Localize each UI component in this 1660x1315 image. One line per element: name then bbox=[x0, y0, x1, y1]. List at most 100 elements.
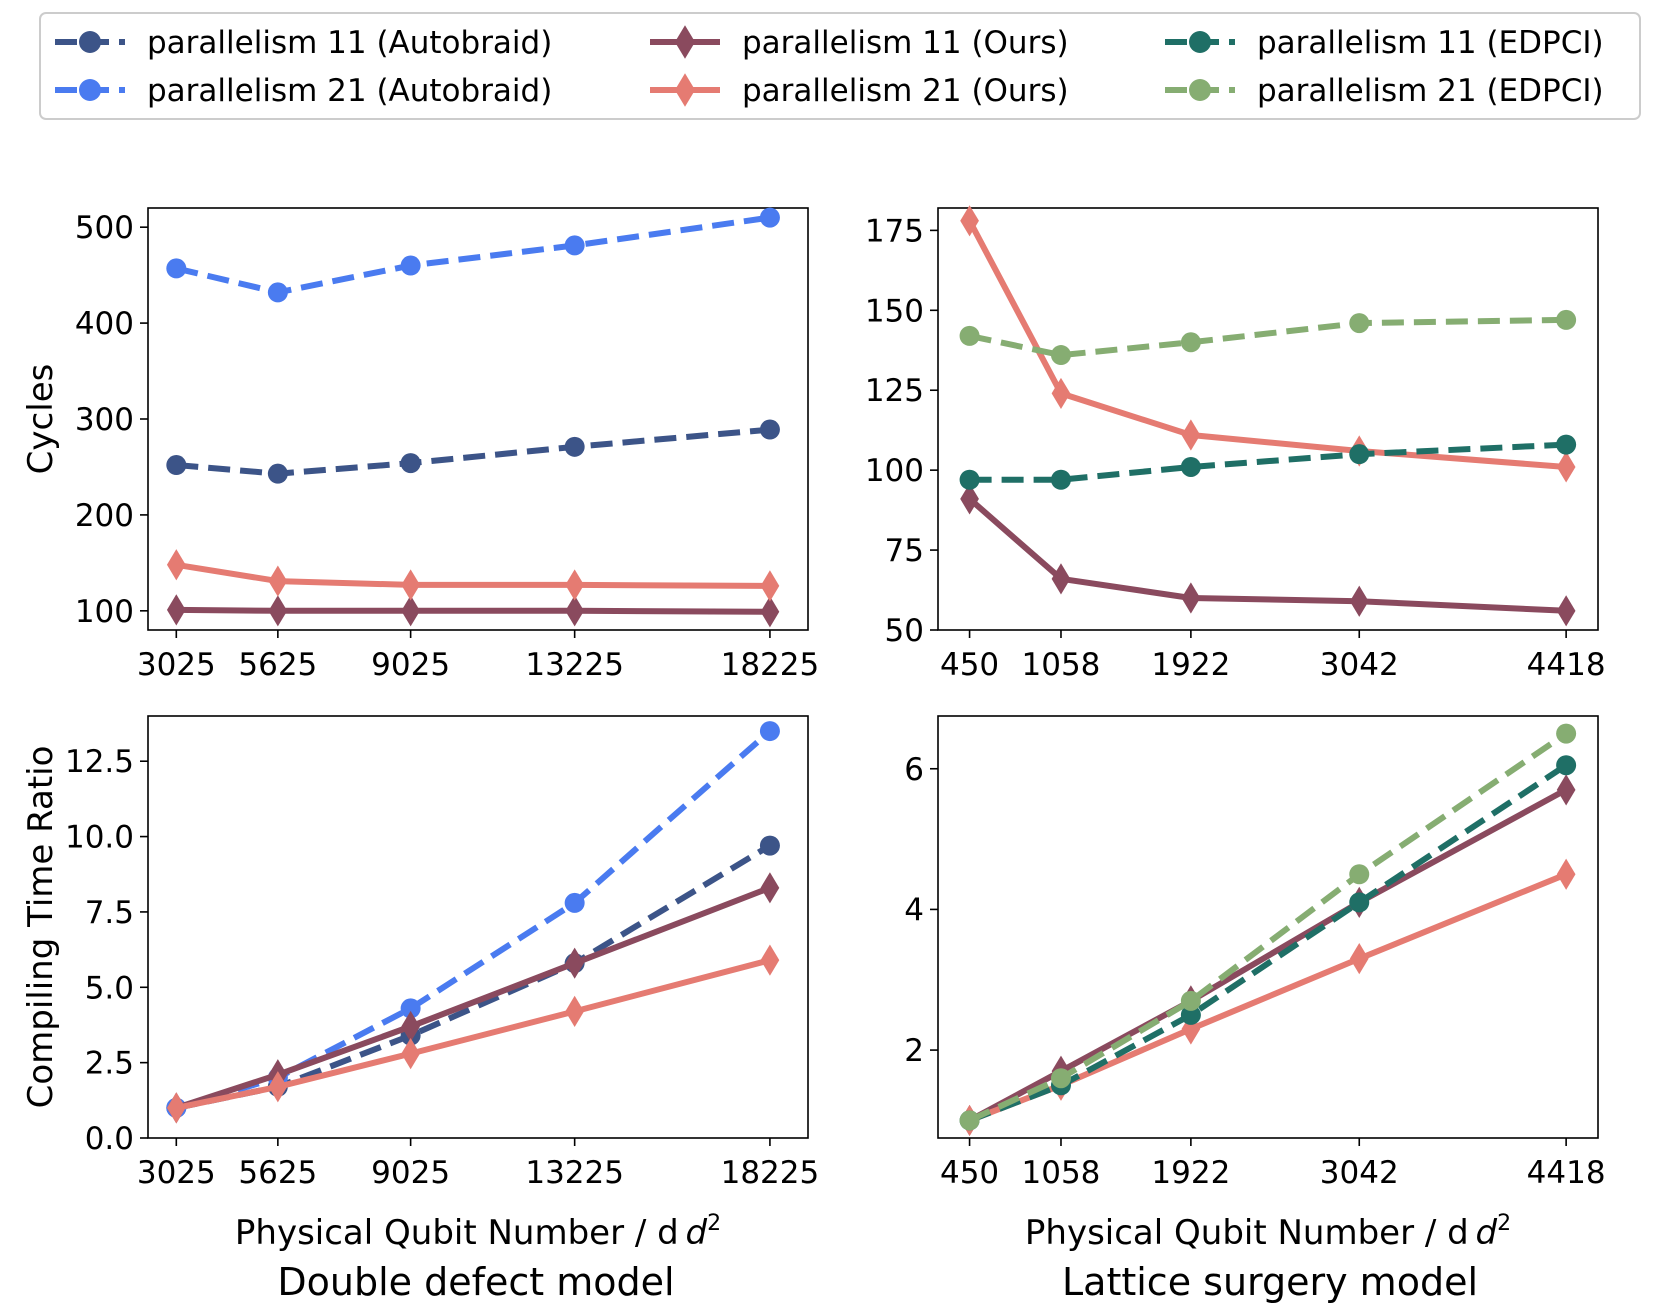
y-tick-label: 7.5 bbox=[85, 895, 134, 931]
legend-marker bbox=[674, 25, 696, 59]
data-point bbox=[960, 483, 979, 515]
data-point bbox=[401, 569, 420, 601]
data-point bbox=[1349, 943, 1369, 975]
x-tick-label: 3025 bbox=[137, 1155, 216, 1191]
data-point bbox=[1051, 563, 1071, 595]
data-point bbox=[759, 419, 780, 440]
legend-frame bbox=[39, 12, 1641, 120]
data-point bbox=[959, 325, 980, 346]
data-point bbox=[1180, 456, 1201, 477]
plot-area-frame bbox=[937, 207, 1599, 631]
y-tick-label: 400 bbox=[75, 306, 134, 342]
data-point bbox=[400, 255, 421, 276]
plot-area-frame bbox=[147, 715, 809, 1139]
series-parallelism-11-autobraid bbox=[166, 835, 780, 1118]
x-tick-label: 1058 bbox=[1022, 647, 1101, 683]
panel-top-right: 450 1058 1922 3042 4418 50 75 100 125 150 175 bbox=[865, 205, 1606, 683]
data-point bbox=[759, 207, 780, 228]
plot-area-frame bbox=[937, 715, 1599, 1139]
data-point bbox=[1181, 582, 1201, 614]
data-point bbox=[760, 872, 780, 904]
data-point bbox=[1556, 858, 1576, 890]
x-tick-label: 9025 bbox=[371, 1155, 450, 1191]
y-tick-label: 2.5 bbox=[85, 1046, 134, 1082]
data-point bbox=[1050, 345, 1071, 366]
x-tick-label: 18225 bbox=[721, 1155, 820, 1191]
data-point bbox=[1181, 419, 1201, 451]
plot-area-frame bbox=[147, 207, 809, 631]
data-point bbox=[166, 455, 187, 476]
y-tick-label: 200 bbox=[75, 498, 134, 534]
series-line bbox=[968, 731, 1568, 1124]
data-point bbox=[1349, 444, 1370, 465]
series-parallelism-21-autobraid bbox=[166, 207, 780, 303]
series-parallelism-21-ours bbox=[166, 549, 780, 602]
panel-top-left: 3025 5625 9025 13225 18225 100 200 300 400 500 Cyc… bbox=[21, 207, 819, 683]
data-point bbox=[564, 436, 585, 457]
data-point bbox=[760, 944, 780, 976]
series-line bbox=[175, 561, 770, 589]
legend-marker bbox=[1189, 79, 1211, 101]
data-point bbox=[565, 595, 585, 627]
data-point bbox=[565, 569, 585, 601]
x-tick-label: 450 bbox=[940, 647, 999, 683]
data-point bbox=[166, 549, 186, 581]
data-point bbox=[1349, 892, 1370, 913]
legend-label: parallelism 11 (Ours) bbox=[742, 25, 1069, 61]
series-parallelism-21-ours bbox=[166, 944, 780, 1124]
x-tick-label: 1922 bbox=[1151, 1155, 1230, 1191]
x-tick-label: 4418 bbox=[1527, 647, 1606, 683]
data-point bbox=[564, 235, 585, 256]
data-point bbox=[1180, 1004, 1201, 1025]
series-parallelism-21-edpci bbox=[959, 723, 1577, 1131]
data-point bbox=[759, 721, 780, 742]
x-tick-label: 1922 bbox=[1151, 647, 1230, 683]
x-axis-label: Physical Qubit Number / d d2 bbox=[235, 1211, 721, 1253]
y-tick-label: 75 bbox=[885, 533, 924, 569]
series-line bbox=[176, 426, 771, 477]
data-point bbox=[1556, 434, 1577, 455]
legend-label: parallelism 11 (Autobraid) bbox=[147, 25, 552, 61]
legend-label: parallelism 21 (EDPCI) bbox=[1257, 73, 1604, 109]
column-title-right: Lattice surgery model bbox=[1062, 1260, 1478, 1304]
data-point bbox=[166, 1092, 186, 1124]
legend-label: parallelism 11 (EDPCI) bbox=[1257, 25, 1604, 61]
legend-entry-parallelism-11-autobraid: parallelism 11 (Autobraid) bbox=[55, 25, 552, 61]
x-tick-label: 5625 bbox=[238, 1155, 317, 1191]
y-tick-label: 12.5 bbox=[65, 744, 134, 780]
series-parallelism-11-ours bbox=[960, 483, 1576, 627]
series-line bbox=[966, 219, 1567, 470]
data-point bbox=[1180, 332, 1201, 353]
series-parallelism-11-ours bbox=[166, 594, 780, 628]
data-point bbox=[960, 205, 979, 237]
legend-label: parallelism 21 (Autobraid) bbox=[147, 73, 552, 109]
data-point bbox=[267, 463, 288, 484]
data-point bbox=[565, 995, 585, 1027]
data-point bbox=[1556, 774, 1576, 806]
legend-entry-parallelism-21-ours: parallelism 21 (Ours) bbox=[650, 73, 1069, 109]
legend-entry-parallelism-11-ours: parallelism 11 (Ours) bbox=[650, 25, 1069, 61]
y-tick-label: 2 bbox=[904, 1033, 924, 1069]
x-tick-label: 3042 bbox=[1320, 1155, 1399, 1191]
x-tick-label: 4418 bbox=[1527, 1155, 1606, 1191]
legend-entry-parallelism-21-autobraid: parallelism 21 (Autobraid) bbox=[55, 73, 552, 109]
y-tick-label: 100 bbox=[75, 594, 134, 630]
data-point bbox=[1556, 755, 1577, 776]
column-title-left: Double defect model bbox=[277, 1260, 674, 1304]
panel-bottom-left: 3025 5625 9025 13225 18225 0.0 2.5 5.0 7.5 10.0 12… bbox=[21, 715, 820, 1253]
data-point bbox=[1051, 377, 1071, 410]
data-point bbox=[401, 1038, 420, 1070]
y-axis-label: Cycles bbox=[21, 364, 61, 475]
legend: parallelism 11 (Autobraid) parallelism 21… bbox=[39, 12, 1641, 120]
x-tick-label: 1058 bbox=[1022, 1155, 1101, 1191]
y-tick-label: 10.0 bbox=[65, 820, 134, 856]
legend-label: parallelism 21 (Ours) bbox=[742, 73, 1069, 109]
data-point bbox=[268, 1071, 288, 1103]
x-tick-label: 5625 bbox=[238, 647, 317, 683]
data-point bbox=[1349, 864, 1370, 885]
data-point bbox=[268, 595, 288, 627]
legend-marker bbox=[79, 79, 101, 101]
x-axis-label: Physical Qubit Number / d d2 bbox=[1025, 1211, 1511, 1253]
series-line bbox=[969, 441, 1567, 483]
data-point bbox=[1556, 451, 1576, 483]
